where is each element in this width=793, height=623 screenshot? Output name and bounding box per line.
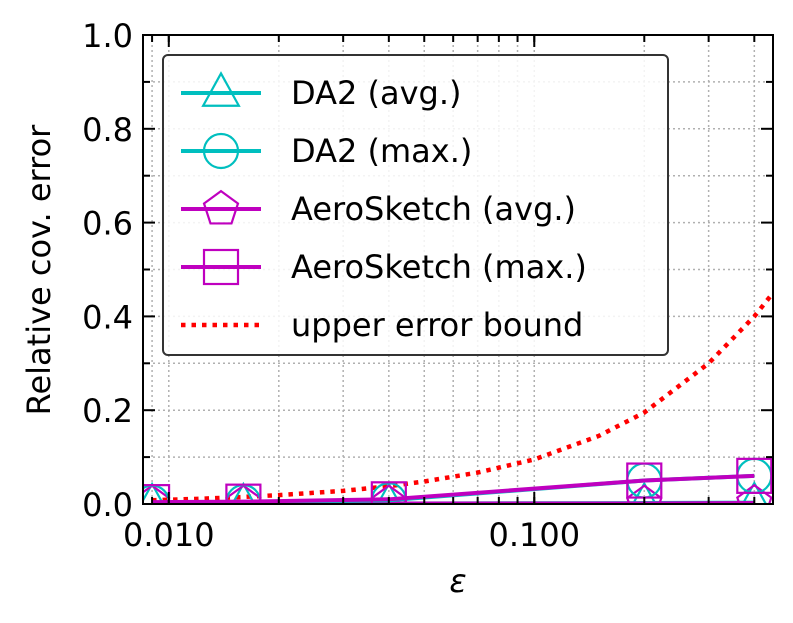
x-tick-label: 0.010 xyxy=(123,516,215,554)
legend-marker xyxy=(201,71,241,107)
y-tick-label: 1.0 xyxy=(82,17,133,55)
y-tick-label: 0.4 xyxy=(82,298,133,336)
legend-label: DA2 (avg.) xyxy=(291,74,462,112)
x-tick-label: 0.100 xyxy=(488,516,580,554)
legend-label: AeroSketch (max.) xyxy=(291,248,587,286)
legend-box xyxy=(162,54,669,356)
y-tick-label: 0.6 xyxy=(82,205,133,243)
legend-marker xyxy=(202,189,240,225)
legend: DA2 (avg.) DA2 (max.) AeroSketch (avg.) Aer… xyxy=(162,54,669,356)
y-tick-label: 0.0 xyxy=(82,486,133,524)
data-point-marker xyxy=(736,483,773,504)
legend-marker xyxy=(202,248,240,286)
data-point-marker xyxy=(143,484,171,504)
y-tick-label: 0.8 xyxy=(82,111,133,149)
data-point-marker xyxy=(736,457,773,494)
legend-entry: upper error bound xyxy=(181,306,583,344)
data-point-marker xyxy=(370,484,408,504)
series-aerosketch-max xyxy=(143,457,773,504)
legend-entry: AeroSketch (avg.) xyxy=(181,189,576,228)
data-point-marker xyxy=(626,484,663,504)
data-point-marker xyxy=(741,480,768,504)
y-tick-label: 0.2 xyxy=(82,392,133,430)
y-axis-label: Relative cov. error xyxy=(20,124,58,416)
legend-label: AeroSketch (avg.) xyxy=(291,190,576,228)
legend-entry: DA2 (max.) xyxy=(181,132,472,170)
legend-marker xyxy=(202,132,240,170)
legend-label: upper error bound xyxy=(291,306,583,344)
data-point-marker xyxy=(225,484,262,504)
x-axis-label: ε xyxy=(449,562,466,600)
legend-entry: DA2 (avg.) xyxy=(181,71,462,112)
series-da2-max xyxy=(143,457,773,504)
legend-label: DA2 (max.) xyxy=(291,132,472,170)
data-point-marker xyxy=(225,483,262,504)
data-point-marker xyxy=(631,481,657,504)
axis-ticks: 0.010 0.100 0.0 0.2 0.4 0.6 0.8 1.0 xyxy=(82,17,773,554)
legend-entry: AeroSketch (max.) xyxy=(181,248,587,286)
data-point-marker xyxy=(370,481,407,504)
